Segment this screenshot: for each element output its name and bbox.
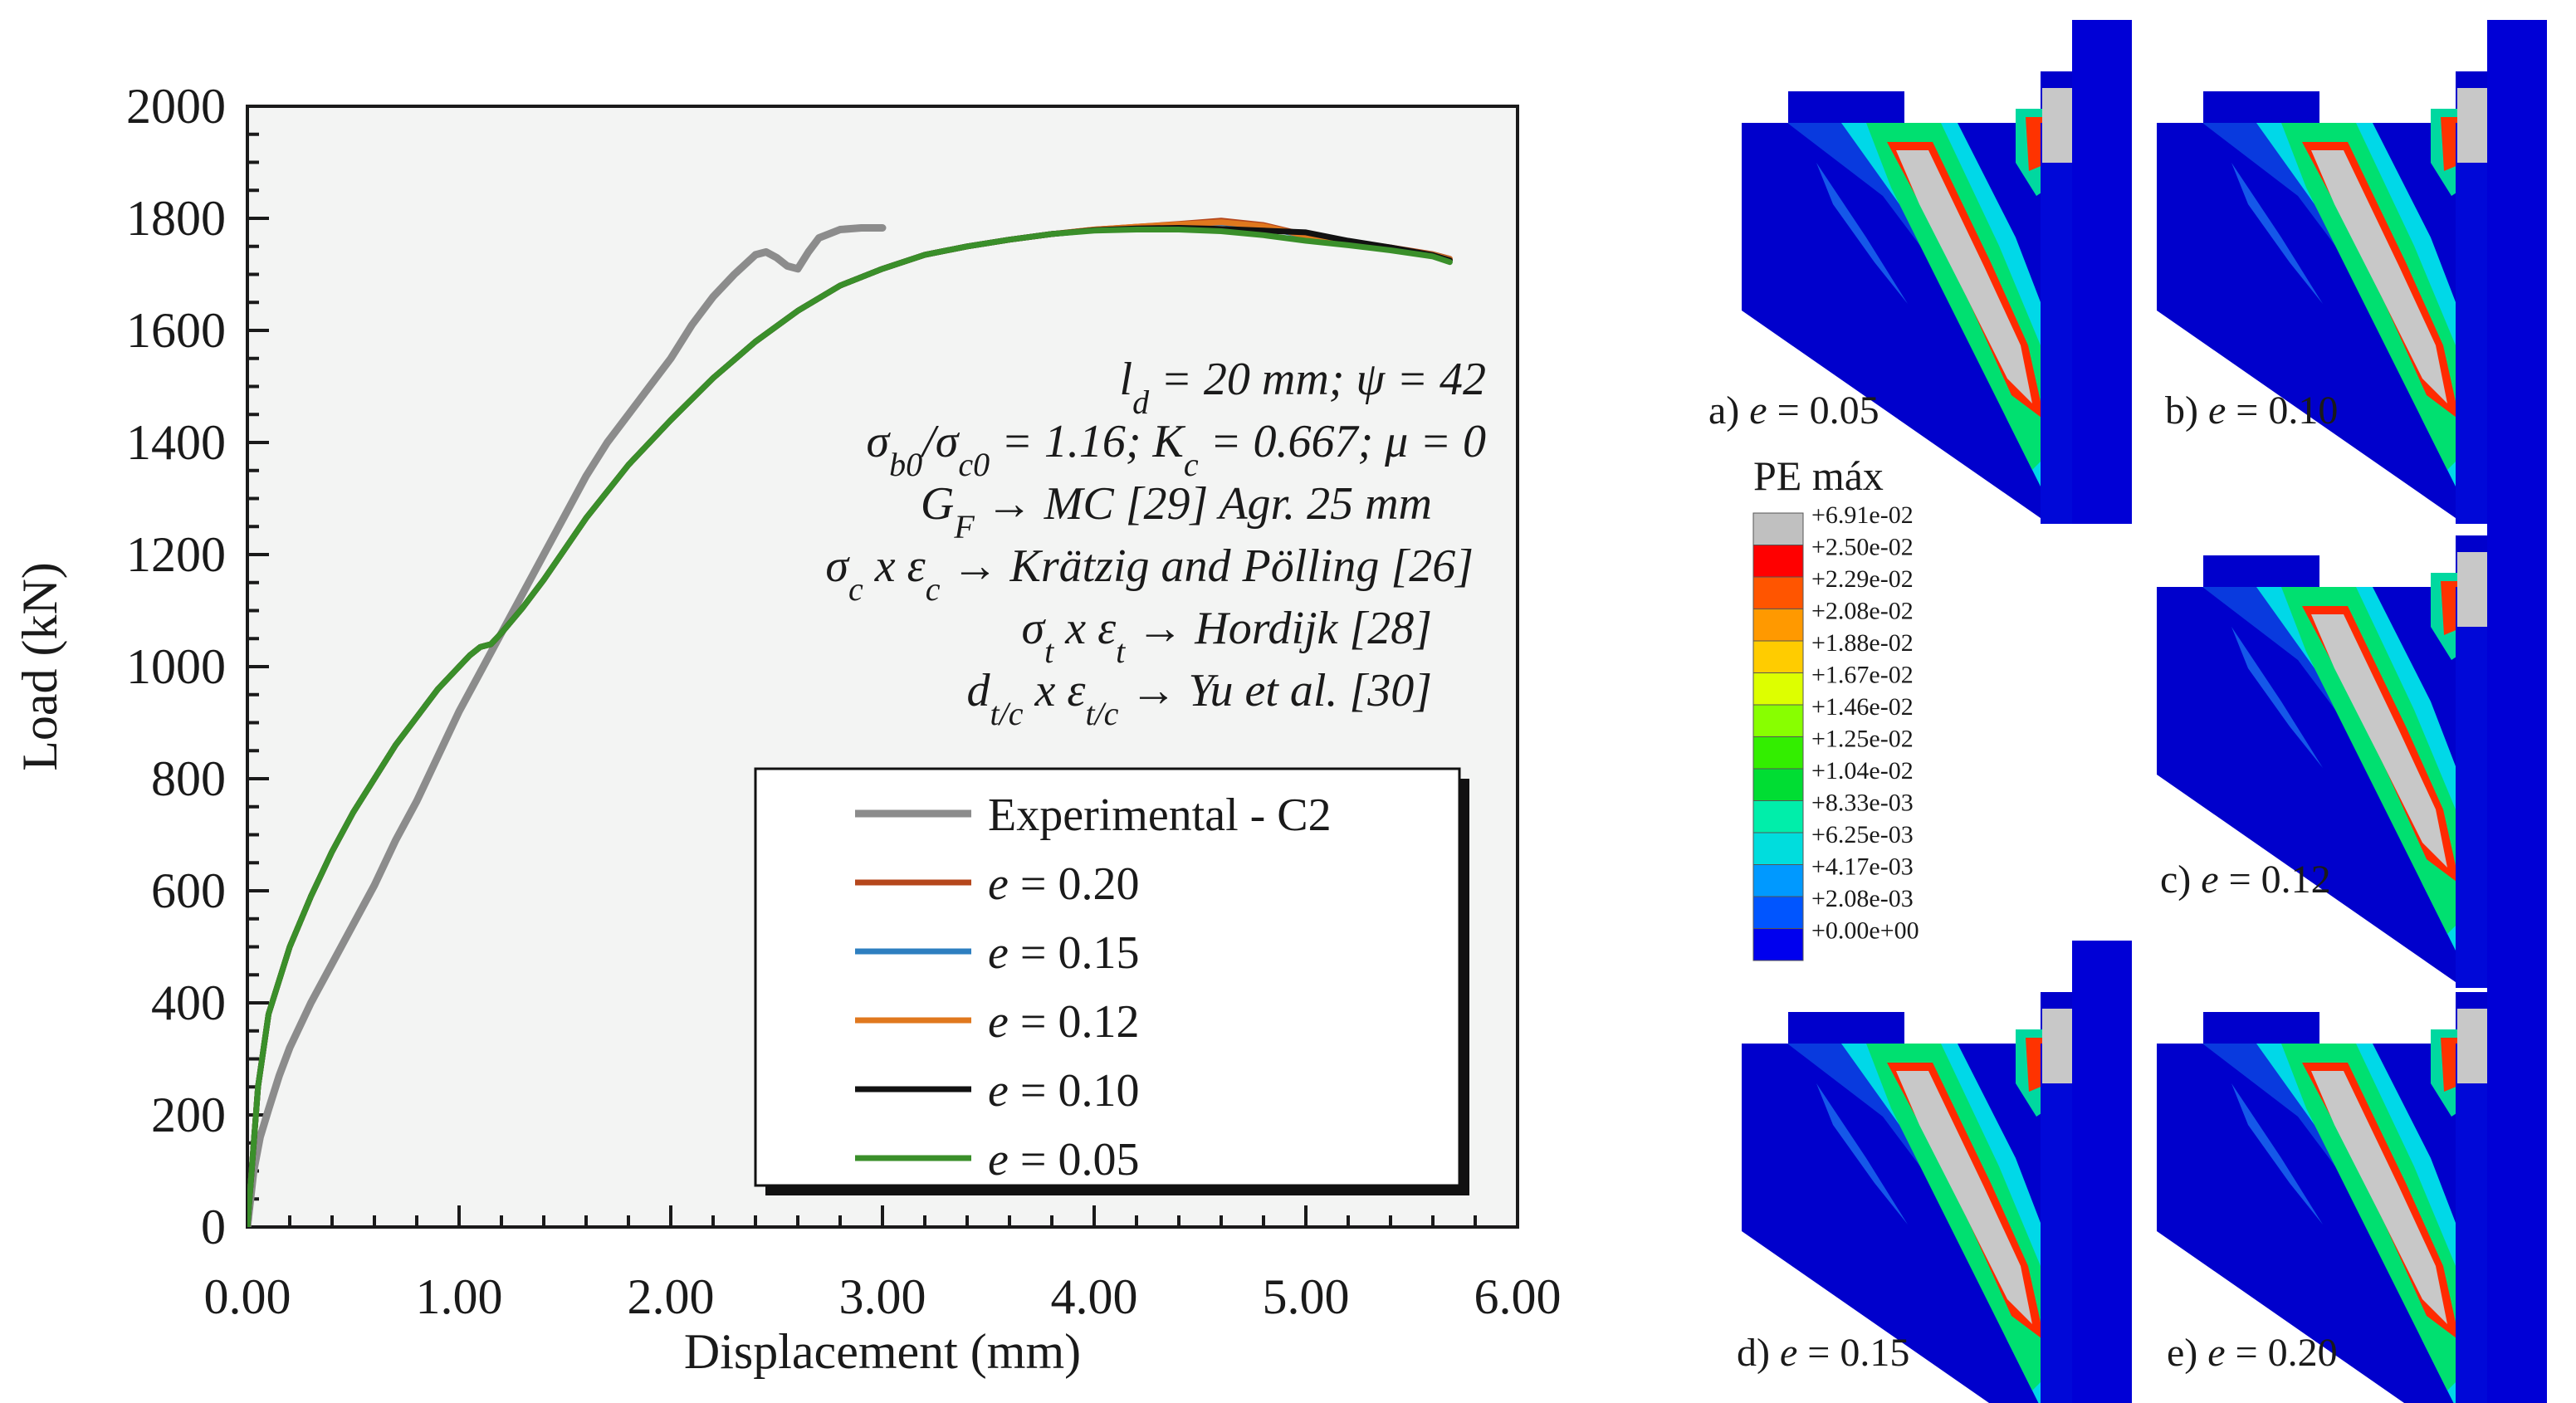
pe-legend-bars: [1752, 512, 1804, 961]
x-tick-labels: 0.00 1.00 2.00 3.00 4.00 5.00 6.00: [204, 1269, 1562, 1324]
legend-label-0: Experimental - C2: [988, 789, 1332, 841]
y-tick-label: 0: [201, 1200, 226, 1254]
y-tick-label: 400: [151, 975, 226, 1030]
x-tick-label: 3.00: [839, 1269, 926, 1324]
pe-legend-value: +1.25e-02: [1811, 726, 1914, 753]
pe-legend-swatch: [1752, 800, 1804, 833]
pe-legend-swatch: [1752, 576, 1804, 609]
legend-label-3: e = 0.12: [988, 996, 1139, 1048]
x-tick-label: 2.00: [628, 1269, 715, 1324]
y-tick-label: 200: [151, 1088, 226, 1142]
pe-legend-value: +2.08e-02: [1811, 598, 1914, 625]
pe-legend-swatch: [1752, 896, 1804, 929]
pe-legend-value: +1.04e-02: [1811, 757, 1914, 785]
y-tick-label: 600: [151, 863, 226, 918]
pe-legend-swatch: [1752, 832, 1804, 865]
pe-legend-title: PE máx: [1753, 452, 1884, 499]
y-tick-label: 1600: [126, 303, 226, 358]
pe-legend-swatch: [1752, 736, 1804, 770]
annotation-line-1: ld = 20 mm; ψ = 42: [1120, 354, 1486, 421]
annotation-line-3: GF → MC [29] Agr. 25 mm: [921, 478, 1432, 545]
pe-legend: PE máx +6.91e-02 +2.50e-02 +2.29e-02 +2.08e…: [1752, 452, 1919, 961]
y-tick-label: 1000: [126, 639, 226, 694]
fem-caption-e: e) e = 0.20: [2167, 1331, 2338, 1375]
legend-label-5: e = 0.05: [988, 1134, 1139, 1185]
pe-legend-swatch: [1752, 672, 1804, 706]
pe-legend-value: +2.08e-03: [1811, 885, 1914, 912]
pe-legend-value: +1.88e-02: [1811, 629, 1914, 657]
y-tick-label: 1800: [126, 191, 226, 246]
y-axis-label: Load (kN): [12, 562, 67, 771]
parameter-annotations: ld = 20 mm; ψ = 42 σb0/σc0 = 1.16; Kc = …: [825, 354, 1486, 732]
series-line-5: [247, 227, 1453, 1227]
legend-label-1: e = 0.20: [988, 858, 1139, 910]
pe-legend-labels: +6.91e-02 +2.50e-02 +2.29e-02 +2.08e-02 +1.8…: [1811, 501, 1919, 945]
chart-legend: Experimental - C2 e = 0.20 e = 0.15 e = 0.1…: [754, 767, 1469, 1195]
pe-legend-value: +2.29e-02: [1811, 565, 1914, 593]
y-tick-label: 1400: [126, 415, 226, 470]
pe-legend-swatch: [1752, 609, 1804, 642]
annotation-line-5: σt x εt → Hordijk [28]: [1021, 603, 1432, 670]
annotation-line-4: σc x εc → Krätzig and Pölling [26]: [825, 540, 1474, 608]
pe-legend-swatch: [1752, 768, 1804, 801]
pe-legend-swatch: [1752, 512, 1804, 545]
fem-caption-c: c) e = 0.12: [2160, 858, 2331, 902]
load-displacement-chart: 0.00 1.00 2.00 3.00 4.00 5.00 6.00 0 200 400 600 8…: [12, 79, 1562, 1379]
pe-legend-value: +4.17e-03: [1811, 853, 1914, 881]
pe-legend-value: +6.91e-02: [1811, 501, 1914, 529]
pe-legend-value: +6.25e-03: [1811, 821, 1914, 848]
x-tick-label: 4.00: [1051, 1269, 1138, 1324]
y-tick-label: 2000: [126, 79, 226, 134]
fem-results: a) e = 0.05 b) e = 0.10 c) e = 0.12 d) e…: [1708, 15, 2576, 1403]
x-tick-label: 5.00: [1263, 1269, 1350, 1324]
x-tick-label: 6.00: [1474, 1269, 1562, 1324]
fem-caption-b: b) e = 0.10: [2165, 389, 2338, 433]
y-tick-labels: 0 200 400 600 800 1000 1200 1400 1600 1800 2000: [126, 79, 226, 1254]
series-layer: [247, 218, 1453, 1227]
annotation-line-6: dt/c x εt/c → Yu et al. [30]: [967, 665, 1432, 732]
pe-legend-swatch: [1752, 640, 1804, 673]
legend-items: Experimental - C2 e = 0.20 e = 0.15 e = 0.1…: [855, 789, 1332, 1185]
pe-legend-value: +1.67e-02: [1811, 662, 1914, 689]
pe-legend-swatch: [1752, 864, 1804, 897]
legend-box: [754, 767, 1461, 1187]
legend-label-4: e = 0.10: [988, 1065, 1139, 1117]
annotation-line-2: σb0/σc0 = 1.16; Kc = 0.667; μ = 0: [867, 416, 1486, 483]
pe-legend-swatch: [1752, 704, 1804, 737]
x-tick-label: 1.00: [416, 1269, 503, 1324]
pe-legend-value: +0.00e+00: [1811, 917, 1919, 945]
legend-label-2: e = 0.15: [988, 927, 1139, 979]
fem-caption-a: a) e = 0.05: [1708, 389, 1879, 433]
pe-legend-value: +8.33e-03: [1811, 789, 1914, 817]
series-line-0: [247, 224, 887, 1227]
pe-legend-value: +2.50e-02: [1811, 534, 1914, 561]
x-axis-label: Displacement (mm): [684, 1324, 1081, 1379]
y-tick-label: 800: [151, 751, 226, 806]
fem-caption-d: d) e = 0.15: [1737, 1331, 1909, 1375]
pe-legend-swatch: [1752, 545, 1804, 578]
pe-legend-value: +1.46e-02: [1811, 693, 1914, 721]
pe-legend-swatch: [1752, 928, 1804, 961]
x-tick-label: 0.00: [204, 1269, 291, 1324]
y-tick-label: 1200: [126, 527, 226, 582]
